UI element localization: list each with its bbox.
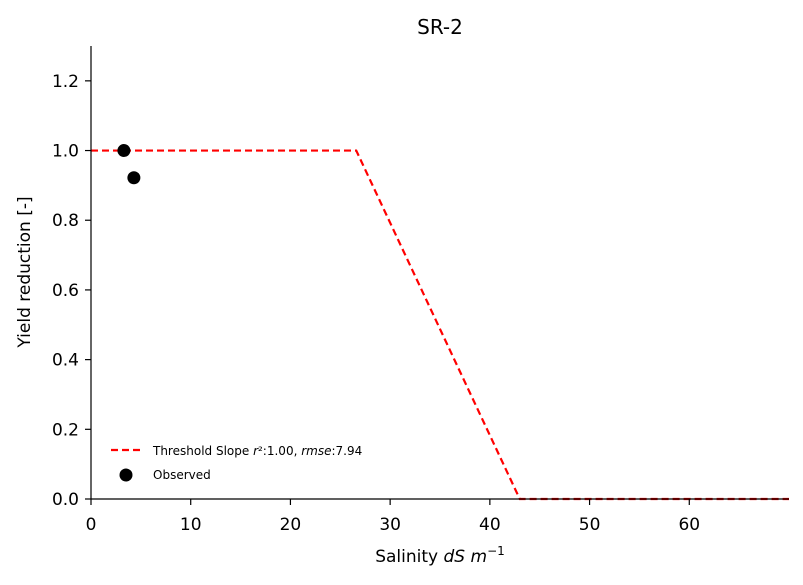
legend-label-observed: Observed: [153, 468, 211, 482]
x-tick-label: 20: [280, 515, 302, 535]
x-tick-label: 30: [379, 515, 401, 535]
x-tick-label: 60: [678, 515, 700, 535]
legend-marker-swatch: [119, 468, 133, 482]
x-axis-label: Salinity dS m−1: [375, 544, 505, 567]
y-tick-label: 0.0: [52, 490, 79, 510]
y-axis-label: Yield reduction [-]: [15, 196, 35, 348]
x-tick-label: 10: [180, 515, 202, 535]
x-tick-label: 40: [479, 515, 501, 535]
axis-ticks: 0 10 20 30 40 50 60 0.0 0.2 0.4 0.6 0.8 1.0 1.2: [52, 72, 700, 535]
y-tick-label: 1.0: [52, 142, 79, 162]
x-tick-label: 0: [86, 515, 97, 535]
axes: [90, 46, 789, 500]
legend-label-threshold-slope: Threshold Slope r²:1.00, rmse:7.94: [152, 444, 362, 458]
y-tick-label: 1.2: [52, 72, 79, 92]
y-tick-label: 0.6: [52, 281, 79, 301]
legend: Threshold Slope r²:1.00, rmse:7.94 Obser…: [111, 444, 362, 482]
y-tick-label: 0.2: [52, 420, 79, 440]
y-tick-label: 0.4: [52, 351, 79, 371]
y-tick-label: 0.8: [52, 211, 79, 231]
observed-point: [127, 171, 141, 185]
observed-point: [117, 144, 131, 158]
x-tick-label: 50: [579, 515, 601, 535]
chart-title: SR-2: [417, 15, 463, 39]
